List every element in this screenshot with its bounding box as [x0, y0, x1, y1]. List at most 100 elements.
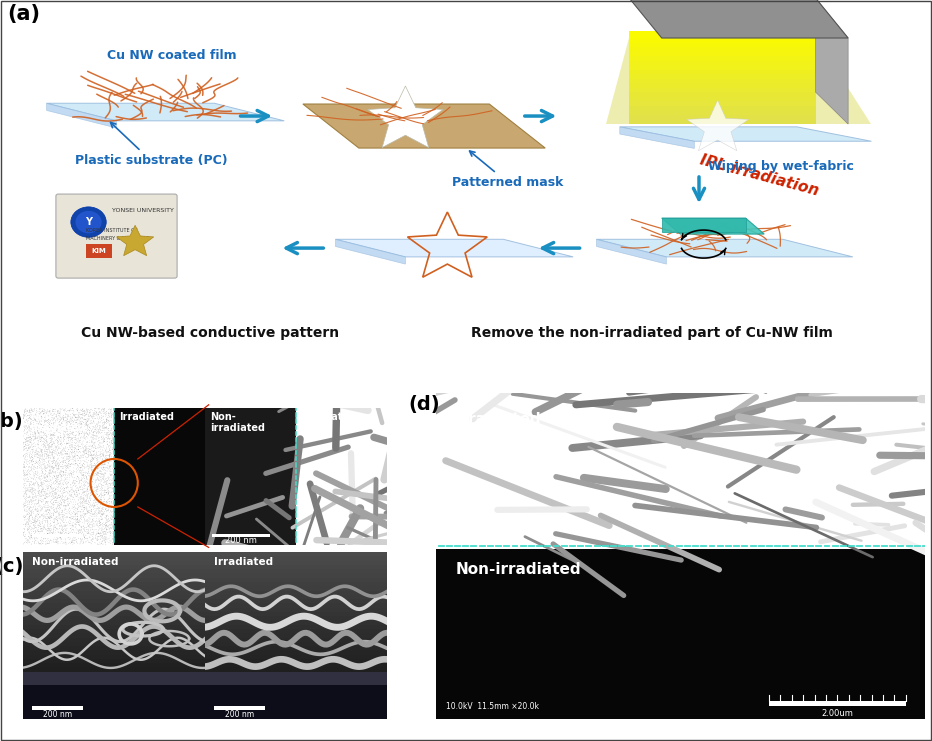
Point — [87, 479, 102, 491]
Point — [25, 444, 40, 456]
Bar — [23, 667, 205, 672]
Point — [80, 468, 95, 479]
Point — [42, 466, 57, 478]
Point — [34, 491, 48, 502]
Point — [86, 459, 101, 471]
Point — [99, 413, 114, 425]
Point — [87, 508, 102, 519]
Point — [53, 448, 68, 460]
Bar — [205, 408, 296, 545]
Point — [34, 531, 49, 542]
Point — [39, 448, 54, 460]
Point — [97, 433, 112, 445]
Point — [28, 409, 43, 421]
Point — [74, 449, 89, 461]
Point — [46, 501, 61, 513]
Point — [58, 536, 73, 548]
Point — [89, 467, 104, 479]
Point — [55, 525, 70, 536]
Point — [62, 499, 76, 511]
Point — [26, 405, 41, 417]
Point — [39, 489, 54, 501]
Point — [28, 448, 43, 460]
Point — [48, 492, 62, 504]
Point — [34, 432, 49, 444]
Point — [22, 532, 37, 544]
Point — [60, 529, 75, 541]
Point — [56, 491, 71, 502]
Point — [71, 497, 86, 509]
Point — [105, 432, 120, 444]
Bar — [629, 45, 816, 52]
Point — [18, 416, 33, 428]
Point — [71, 447, 86, 459]
Point — [44, 463, 59, 475]
Point — [98, 481, 113, 493]
Point — [70, 421, 85, 433]
Point — [75, 405, 90, 417]
Point — [34, 451, 48, 462]
Point — [52, 441, 67, 453]
Point — [77, 508, 92, 519]
Point — [71, 444, 86, 456]
Point — [46, 404, 61, 416]
Point — [98, 534, 113, 545]
Point — [54, 520, 69, 532]
Point — [65, 416, 80, 428]
Point — [47, 419, 62, 431]
Point — [47, 451, 62, 463]
Point — [84, 523, 99, 535]
Point — [62, 505, 76, 517]
Point — [81, 495, 96, 507]
Point — [91, 417, 106, 429]
Point — [27, 499, 42, 511]
Point — [43, 480, 58, 492]
Point — [41, 455, 56, 467]
Point — [44, 417, 59, 429]
Point — [24, 499, 39, 511]
Point — [94, 461, 109, 473]
Point — [79, 472, 94, 484]
Point — [75, 497, 89, 509]
Point — [17, 470, 32, 482]
Point — [73, 484, 88, 496]
Point — [76, 447, 91, 459]
Point — [62, 512, 77, 524]
Point — [48, 457, 63, 469]
Point — [67, 486, 82, 498]
Point — [50, 482, 65, 494]
Point — [66, 406, 81, 418]
Point — [17, 523, 32, 535]
Point — [17, 407, 32, 419]
Point — [98, 487, 113, 499]
Point — [99, 511, 114, 523]
Point — [62, 528, 76, 539]
Point — [20, 485, 34, 496]
Point — [21, 437, 35, 449]
Point — [17, 479, 32, 491]
Point — [50, 531, 65, 543]
Point — [77, 473, 92, 485]
Point — [92, 471, 107, 482]
Point — [89, 425, 104, 436]
Point — [34, 481, 49, 493]
Point — [93, 536, 108, 548]
Point — [103, 436, 117, 448]
Point — [73, 492, 88, 504]
Point — [21, 467, 36, 479]
Point — [78, 495, 93, 507]
Point — [27, 537, 42, 549]
Point — [40, 521, 55, 533]
Point — [91, 426, 106, 438]
Point — [48, 445, 63, 457]
Point — [99, 428, 114, 440]
Point — [86, 411, 101, 422]
Point — [56, 536, 71, 548]
Point — [26, 416, 41, 428]
Point — [50, 424, 65, 436]
Point — [54, 492, 69, 504]
Point — [103, 410, 118, 422]
Point — [88, 524, 103, 536]
Point — [27, 487, 42, 499]
Point — [31, 480, 46, 492]
